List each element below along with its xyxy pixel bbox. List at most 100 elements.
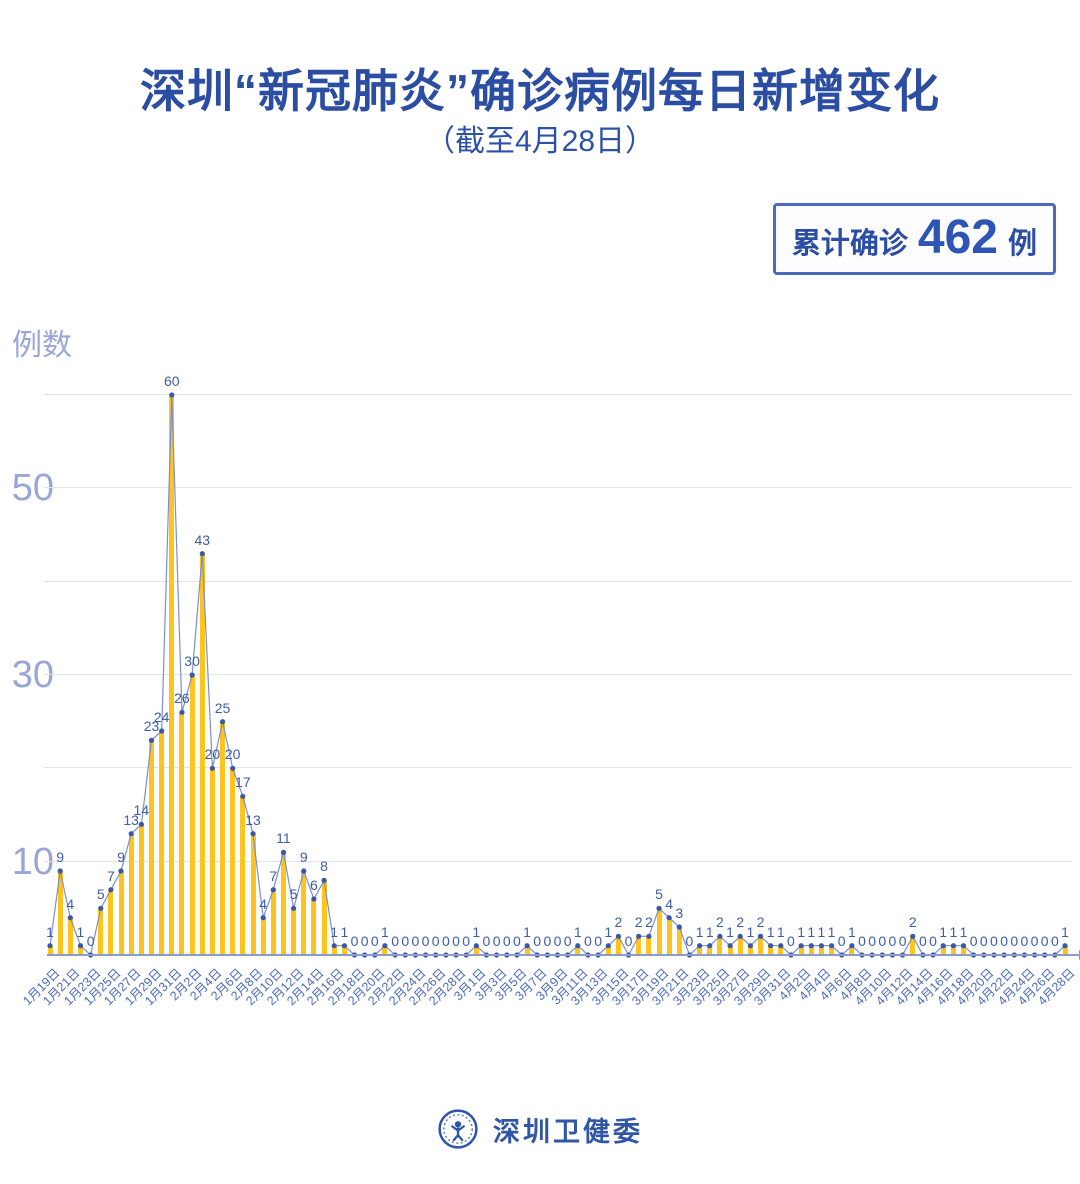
- bar: [57, 871, 63, 955]
- data-point-label: 0: [878, 933, 887, 949]
- data-point-label: 1: [76, 923, 85, 940]
- data-point-dot: [808, 943, 814, 949]
- data-point-label: 4: [665, 895, 674, 912]
- data-point-label: 1: [695, 923, 704, 940]
- data-point-label: 0: [512, 933, 521, 949]
- bar: [199, 553, 205, 955]
- data-point-label: 0: [86, 933, 95, 949]
- data-point-label: 0: [858, 933, 866, 949]
- data-point-dot: [240, 793, 246, 799]
- data-point-label: 1: [827, 923, 836, 940]
- trend-line: [49, 394, 1066, 957]
- bar: [77, 945, 83, 955]
- data-point-label: 0: [350, 933, 359, 949]
- data-point-dot: [849, 943, 855, 949]
- bar: [1062, 945, 1068, 955]
- data-point-dot: [128, 831, 134, 837]
- data-point-label: 11: [276, 830, 291, 847]
- bar: [280, 852, 286, 955]
- data-point-dot: [778, 943, 784, 949]
- data-point-dot: [950, 943, 957, 949]
- bar: [189, 675, 195, 955]
- data-point-dot: [301, 868, 307, 874]
- data-point-dot: [707, 943, 713, 949]
- bar: [331, 945, 337, 955]
- data-point-dot: [138, 821, 144, 827]
- bar: [250, 833, 256, 955]
- data-point-dot: [727, 943, 733, 949]
- bar: [615, 936, 621, 955]
- data-point-label: 0: [918, 933, 927, 949]
- data-point-label: 24: [153, 709, 170, 725]
- bar: [950, 945, 956, 955]
- bar: [829, 945, 835, 955]
- data-point-label: 25: [214, 699, 231, 716]
- bar: [656, 908, 662, 955]
- data-point-label: 0: [492, 933, 501, 949]
- data-point-dot: [179, 709, 185, 715]
- bar: [575, 945, 581, 955]
- data-point-label: 0: [1000, 933, 1008, 949]
- data-point-label: 0: [421, 933, 430, 949]
- bar: [636, 936, 642, 955]
- data-point-dot: [189, 672, 195, 678]
- bar: [605, 945, 611, 955]
- bar: [138, 824, 144, 955]
- data-point-label: 1: [604, 923, 613, 940]
- bar: [808, 945, 814, 955]
- bar: [118, 871, 124, 955]
- data-point-dot: [524, 943, 530, 949]
- data-point-label: 43: [194, 531, 211, 548]
- badge-value: 462: [917, 211, 998, 264]
- bar: [707, 945, 713, 955]
- bar: [321, 880, 327, 955]
- bar: [230, 768, 236, 955]
- data-point-label: 1: [726, 923, 734, 940]
- data-point-dot: [57, 868, 63, 874]
- data-point-label: 1: [46, 923, 54, 940]
- data-point-label: 4: [66, 895, 75, 912]
- gridline: [44, 767, 1072, 769]
- data-point-label: 1: [797, 923, 805, 940]
- data-point-label: 1: [705, 923, 714, 940]
- data-point-label: 0: [1020, 933, 1029, 949]
- bar: [666, 917, 672, 955]
- data-point-label: 0: [1040, 933, 1049, 949]
- bar: [697, 945, 703, 955]
- data-point-label: 1: [817, 923, 826, 940]
- bar: [382, 945, 388, 955]
- data-point-label: 0: [979, 933, 988, 949]
- data-point-label: 0: [837, 933, 846, 949]
- chart-subtitle: （截至4月28日）: [424, 125, 656, 158]
- data-point-dot: [77, 943, 84, 949]
- data-point-label: 5: [655, 886, 663, 903]
- data-point-dot: [798, 943, 804, 949]
- data-point-label: 1: [573, 923, 582, 940]
- data-point-dot: [666, 915, 672, 921]
- bar: [717, 936, 723, 955]
- data-point-label: 1: [766, 923, 775, 940]
- data-point-label: 1: [472, 923, 481, 940]
- data-point-dot: [737, 933, 743, 939]
- data-point-label: 0: [431, 933, 440, 949]
- data-point-label: 0: [360, 933, 369, 949]
- footer-brand-text: 深圳卫健委: [493, 1116, 643, 1147]
- data-point-label: 2: [644, 914, 653, 931]
- data-point-dot: [220, 719, 226, 725]
- data-point-label: 0: [452, 933, 460, 949]
- data-point-label: 0: [1030, 933, 1039, 949]
- data-point-dot: [818, 943, 825, 949]
- bar: [341, 945, 347, 955]
- data-point-label: 17: [235, 774, 251, 791]
- badge-label: 累计确诊: [791, 228, 908, 260]
- data-point-dot: [473, 943, 479, 949]
- bar: [220, 721, 226, 955]
- bar: [67, 917, 73, 955]
- data-point-label: 8: [320, 858, 328, 875]
- data-point-label: 14: [133, 802, 150, 819]
- bar: [98, 908, 104, 955]
- data-point-label: 0: [624, 933, 633, 949]
- bar: [179, 712, 185, 955]
- bar: [524, 945, 530, 955]
